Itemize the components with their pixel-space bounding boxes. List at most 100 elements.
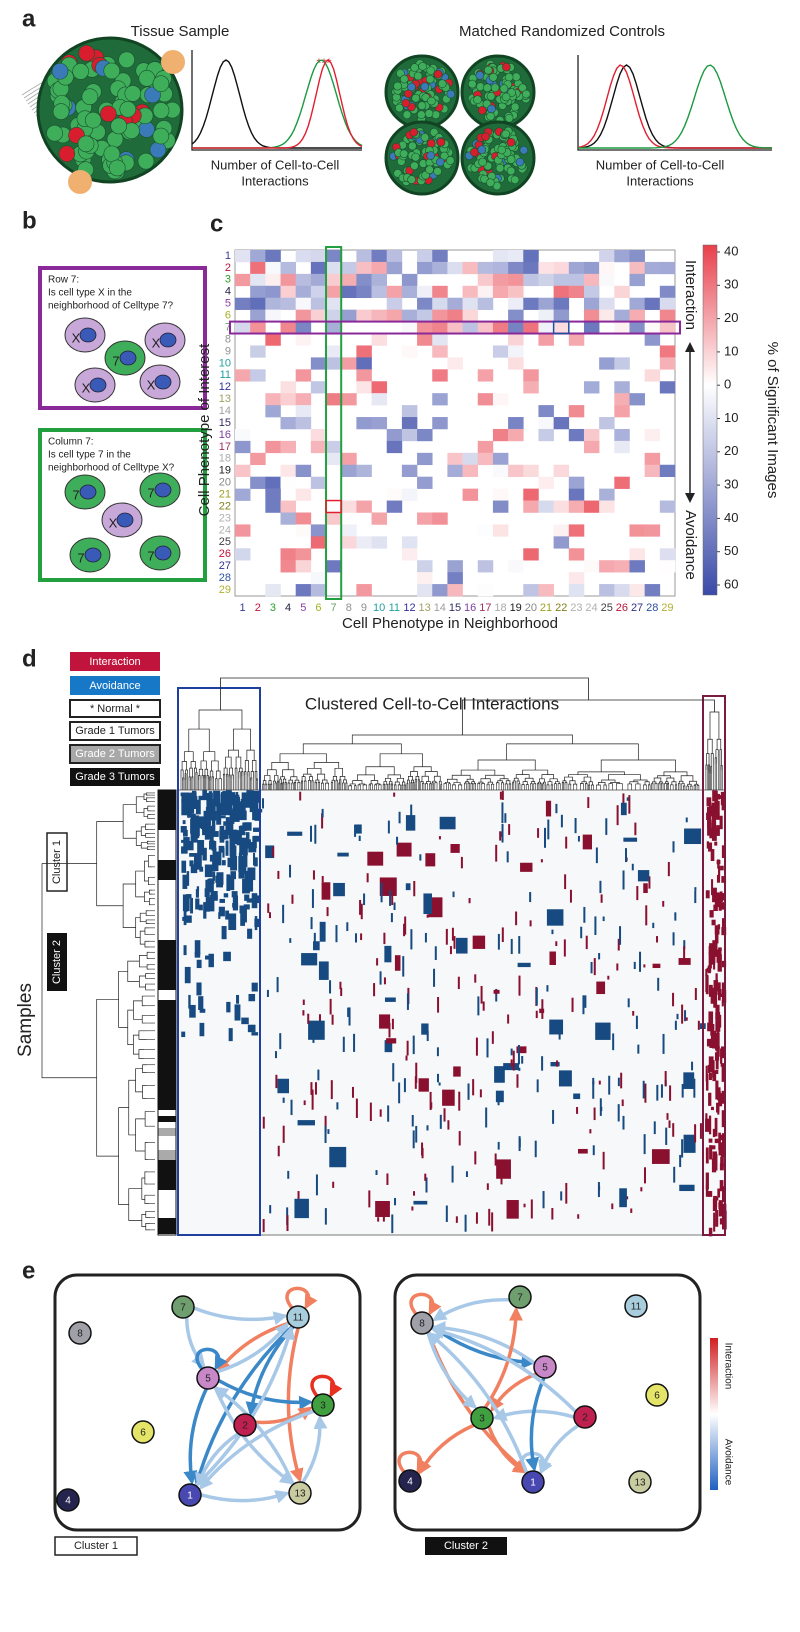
dendro [555, 781, 560, 784]
heatmap-cell [265, 405, 281, 418]
grade-bar [158, 1136, 176, 1150]
heatmap-cell [401, 536, 418, 549]
cell [477, 145, 487, 154]
heatmap-cell [247, 928, 253, 939]
row-label: 2 [225, 262, 231, 274]
heatmap-cell [523, 297, 539, 310]
dendro [142, 1085, 147, 1099]
heatmap-cell [614, 560, 630, 573]
node-label: 13 [294, 1489, 306, 1500]
row-label: 27 [219, 560, 231, 572]
heatmap-cell [280, 261, 296, 275]
heatmap-cell [715, 1069, 719, 1074]
heatmap-cell [182, 820, 186, 825]
heatmap-cell [707, 1191, 713, 1197]
heatmap-cell [721, 1110, 725, 1128]
dendro [477, 783, 481, 786]
cell [84, 111, 102, 129]
heatmap-cell [530, 1199, 533, 1219]
heatmap-cell [335, 925, 338, 943]
row-label: 10 [219, 357, 231, 369]
heatmap-cell [553, 417, 570, 430]
curve [577, 64, 772, 149]
dendro [195, 772, 198, 776]
heatmap-cell [716, 1029, 720, 1042]
heatmap-cell [232, 903, 239, 908]
heatmap-cell [596, 981, 606, 995]
dendro [550, 784, 554, 787]
heatmap-cell [708, 842, 713, 852]
cluster-label: Cluster 1 [74, 1540, 118, 1552]
dendro [387, 774, 401, 779]
heatmap-cell [224, 832, 229, 840]
heatmap-cell [652, 922, 655, 929]
dendro [458, 784, 463, 787]
dendro [135, 870, 145, 898]
heatmap-cell [379, 1014, 391, 1029]
dendro [370, 780, 379, 784]
dendro [146, 846, 150, 850]
heatmap-cell [310, 357, 327, 370]
heatmap-cell [265, 309, 281, 322]
heatmap-cell [436, 1073, 439, 1083]
heatmap-cell [710, 1106, 714, 1111]
heatmap-cell [715, 1052, 718, 1059]
heatmap-cell [706, 797, 712, 807]
dendro [490, 783, 495, 786]
heatmap-cell [587, 797, 590, 809]
heatmap-cell [556, 1060, 559, 1067]
heatmap-cell [637, 870, 650, 882]
cell [495, 163, 505, 173]
dendro [681, 783, 685, 786]
heatmap-cell [620, 1072, 623, 1089]
dendro [271, 762, 289, 770]
legend-normal [69, 699, 161, 718]
cell [411, 93, 421, 103]
heatmap-cell [212, 871, 216, 881]
heatmap-cell [508, 464, 524, 477]
heatmap-cell [295, 297, 312, 310]
dendro [279, 753, 327, 763]
dendro [145, 910, 148, 916]
dendro [288, 779, 293, 784]
heatmap-cell [193, 818, 199, 833]
col-label: 28 [646, 602, 658, 614]
heatmap-cell [477, 285, 494, 299]
dendro [128, 1188, 142, 1221]
cell [436, 137, 446, 147]
heatmap-cell [432, 321, 448, 334]
heatmap-cell [659, 297, 676, 310]
heatmap-cell [228, 793, 232, 806]
dendro [133, 1034, 139, 1055]
x-label: Interactions [626, 173, 694, 188]
heatmap-cell [232, 895, 239, 911]
heatmap-cell [417, 333, 433, 346]
dendro [266, 769, 277, 776]
heatmap-cell [455, 1216, 458, 1223]
heatmap-cell [449, 946, 452, 955]
heatmap-cell [447, 309, 463, 322]
heatmap-cell [379, 971, 382, 985]
heatmap-cell [265, 476, 281, 489]
heatmap-cell [229, 792, 236, 800]
heatmap-cell [423, 893, 432, 915]
heatmap-cell [326, 907, 329, 917]
heatmap-cell [208, 953, 214, 968]
heatmap-cell [674, 1020, 677, 1030]
heatmap-cell [419, 854, 422, 861]
grade-bar [158, 1128, 176, 1136]
heatmap-cell [377, 1217, 380, 1222]
heatmap-cell [232, 796, 237, 814]
x-label: Number of Cell-to-Cell [596, 157, 725, 172]
dendro [220, 677, 589, 710]
heatmap-cell [356, 464, 372, 477]
heatmap-cell [250, 452, 266, 466]
heatmap-cell [386, 428, 403, 442]
heatmap-cell [251, 1032, 259, 1036]
heatmap-cell [715, 973, 718, 983]
grade-bar [158, 1116, 176, 1122]
dendro [228, 774, 231, 778]
heatmap-cell [401, 405, 418, 418]
dendro [485, 774, 505, 779]
dendro [149, 898, 151, 906]
